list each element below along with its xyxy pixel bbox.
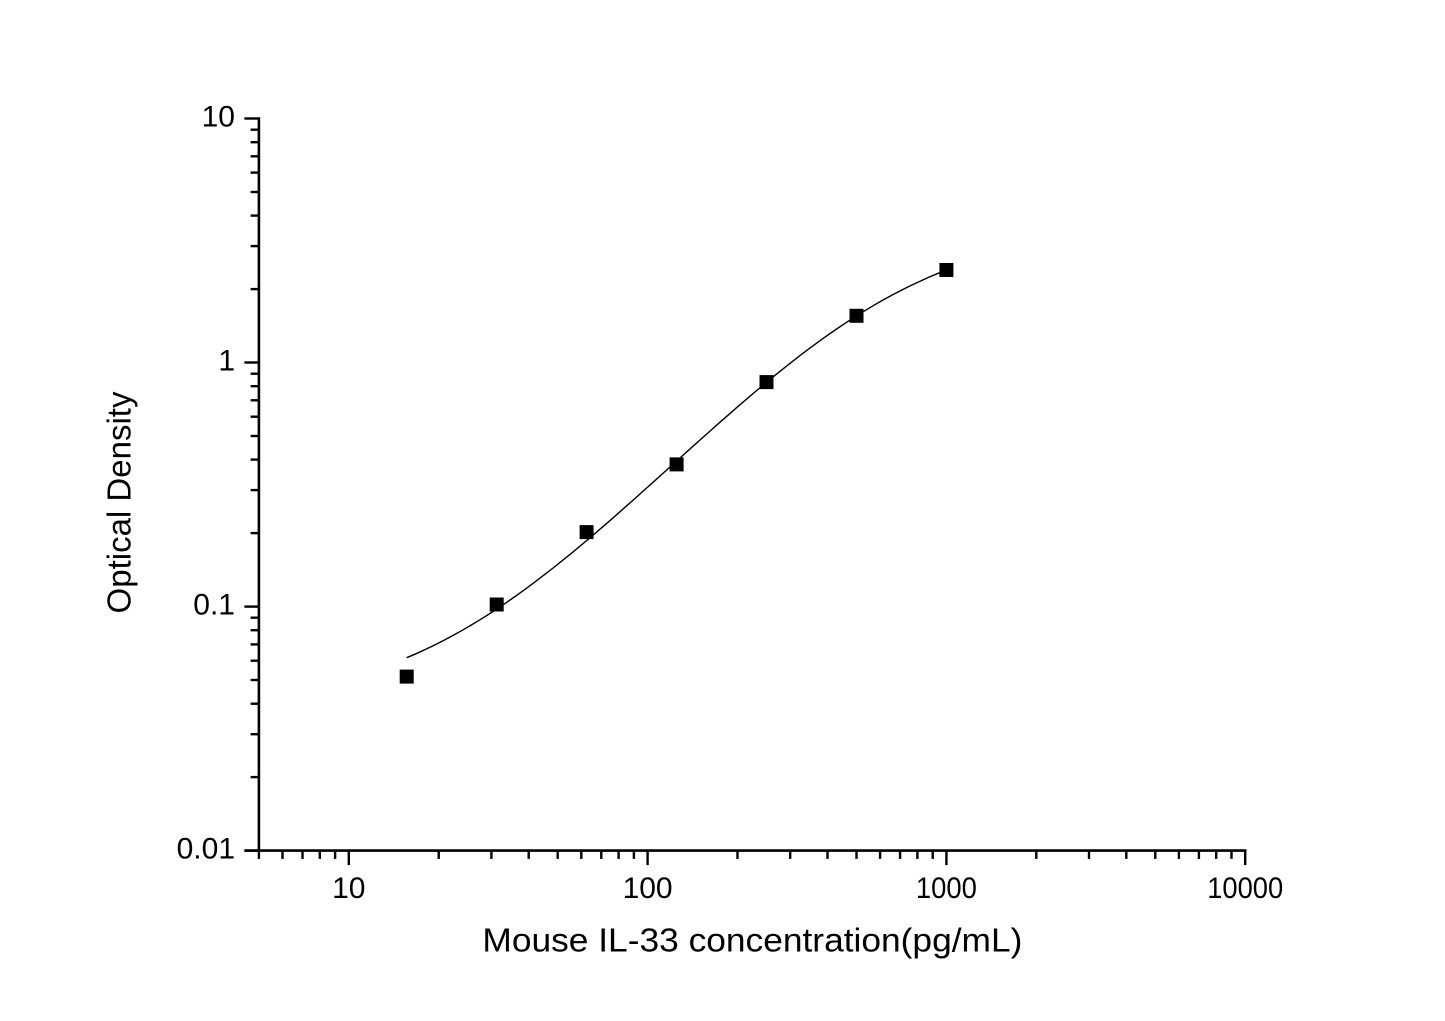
svg-text:1000: 1000 [916,872,977,905]
svg-text:1: 1 [218,345,235,378]
svg-text:0.01: 0.01 [177,833,235,866]
svg-text:10: 10 [202,101,235,134]
svg-text:Optical Density: Optical Density [101,391,138,613]
svg-text:100: 100 [623,872,673,905]
svg-text:Mouse IL-33 concentration(pg/m: Mouse IL-33 concentration(pg/mL) [482,922,1022,959]
svg-text:10: 10 [332,872,365,905]
svg-text:0.1: 0.1 [193,589,235,622]
svg-text:10000: 10000 [1207,872,1283,905]
